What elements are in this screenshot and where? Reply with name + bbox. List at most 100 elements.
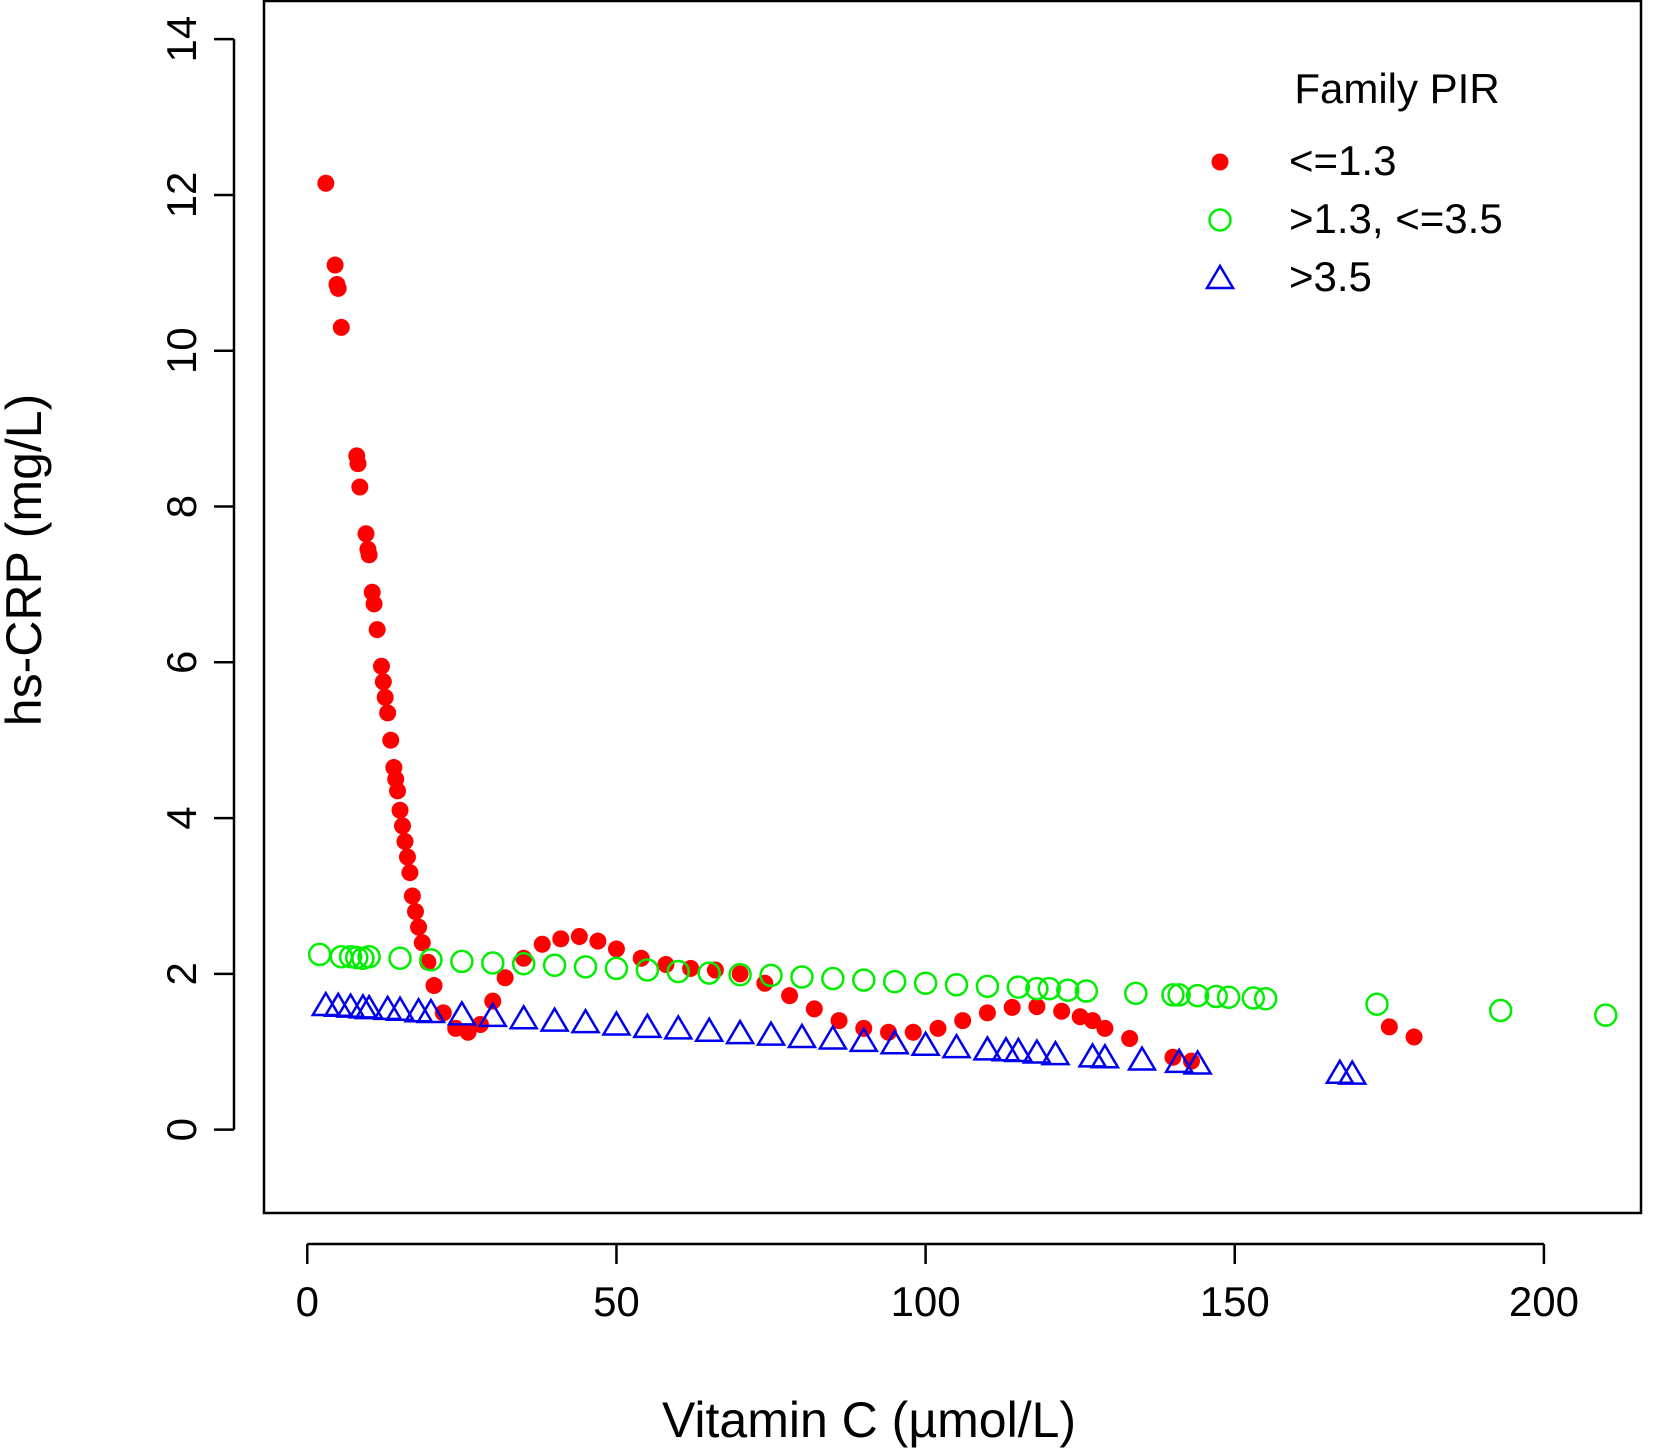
point <box>1124 981 1148 1006</box>
point <box>786 1022 818 1049</box>
point <box>481 951 505 975</box>
point <box>394 817 412 835</box>
y-tick-label: 4 <box>158 806 205 829</box>
legend-label: >1.3, <=3.5 <box>1289 195 1503 242</box>
point <box>1161 983 1185 1007</box>
point <box>666 959 691 984</box>
point <box>1253 987 1278 1011</box>
legend-marker <box>1208 208 1232 232</box>
point <box>539 1006 570 1032</box>
point <box>365 595 383 613</box>
point <box>310 990 342 1017</box>
point <box>357 944 381 969</box>
point <box>332 318 350 336</box>
point <box>450 949 474 974</box>
point <box>379 704 397 722</box>
point <box>434 1004 452 1022</box>
point <box>349 455 367 473</box>
point <box>1594 1003 1618 1027</box>
point <box>477 1001 508 1028</box>
point <box>1053 1002 1071 1020</box>
point <box>1405 1028 1423 1046</box>
point <box>607 940 625 958</box>
point <box>1241 986 1266 1010</box>
point <box>351 478 369 496</box>
point <box>657 956 675 974</box>
point <box>1025 976 1049 1001</box>
point <box>1121 1030 1139 1048</box>
point <box>329 279 347 297</box>
point <box>632 1012 663 1039</box>
point <box>413 934 431 952</box>
y-tick-label: 6 <box>158 651 205 674</box>
point <box>663 1013 694 1040</box>
point <box>972 1034 1003 1061</box>
x-tick-label: 200 <box>1509 1278 1579 1325</box>
point <box>1182 1048 1213 1075</box>
point <box>1096 1019 1114 1037</box>
point <box>401 864 419 882</box>
point <box>1185 983 1210 1008</box>
point <box>929 1019 947 1037</box>
legend-label: <=1.3 <box>1289 137 1396 184</box>
point <box>978 1004 996 1022</box>
point <box>1380 1018 1398 1036</box>
point <box>1126 1045 1158 1071</box>
point <box>1084 1012 1102 1030</box>
point <box>570 1007 601 1034</box>
point <box>317 174 335 192</box>
point <box>601 1010 632 1036</box>
point <box>382 731 400 749</box>
point <box>990 1035 1022 1062</box>
y-tick-label: 2 <box>158 962 205 985</box>
y-tick-label: 10 <box>158 327 205 374</box>
point <box>944 973 969 997</box>
x-tick-label: 50 <box>593 1278 640 1325</box>
point <box>724 1018 756 1045</box>
point <box>1163 1047 1195 1074</box>
x-tick-label: 0 <box>296 1278 319 1325</box>
point <box>941 1032 972 1059</box>
point <box>1089 1042 1121 1069</box>
point <box>570 927 588 945</box>
point <box>398 848 416 866</box>
point <box>790 965 814 989</box>
point <box>1003 998 1021 1016</box>
point <box>389 782 407 800</box>
x-tick-label: 100 <box>891 1278 961 1325</box>
point <box>326 256 344 274</box>
point <box>1037 976 1062 1001</box>
point <box>542 953 567 978</box>
point <box>406 903 424 921</box>
point <box>848 1026 879 1053</box>
point <box>805 1000 823 1018</box>
y-tick-label: 12 <box>158 172 205 219</box>
point <box>484 992 502 1010</box>
point <box>1365 992 1389 1016</box>
point <box>954 1012 972 1030</box>
y-tick-label: 14 <box>158 16 205 63</box>
point <box>879 1028 910 1055</box>
y-tick-label: 8 <box>158 495 205 518</box>
point <box>1003 1036 1034 1063</box>
y-tick-label: 0 <box>158 1118 205 1141</box>
point <box>1337 1059 1368 1085</box>
point <box>368 621 386 639</box>
point <box>372 657 390 675</box>
point <box>496 969 514 987</box>
point <box>552 930 570 948</box>
point <box>403 996 434 1023</box>
point <box>372 994 403 1021</box>
point <box>1074 979 1099 1003</box>
point <box>307 942 332 967</box>
point <box>376 688 394 706</box>
y-axis-label: hs-CRP (mg/L) <box>0 394 52 726</box>
point <box>759 963 783 988</box>
point <box>508 1003 539 1030</box>
point <box>882 969 907 994</box>
point <box>1488 998 1513 1023</box>
point <box>817 1024 849 1050</box>
point <box>910 1030 941 1057</box>
point <box>913 971 938 995</box>
point <box>635 958 660 982</box>
